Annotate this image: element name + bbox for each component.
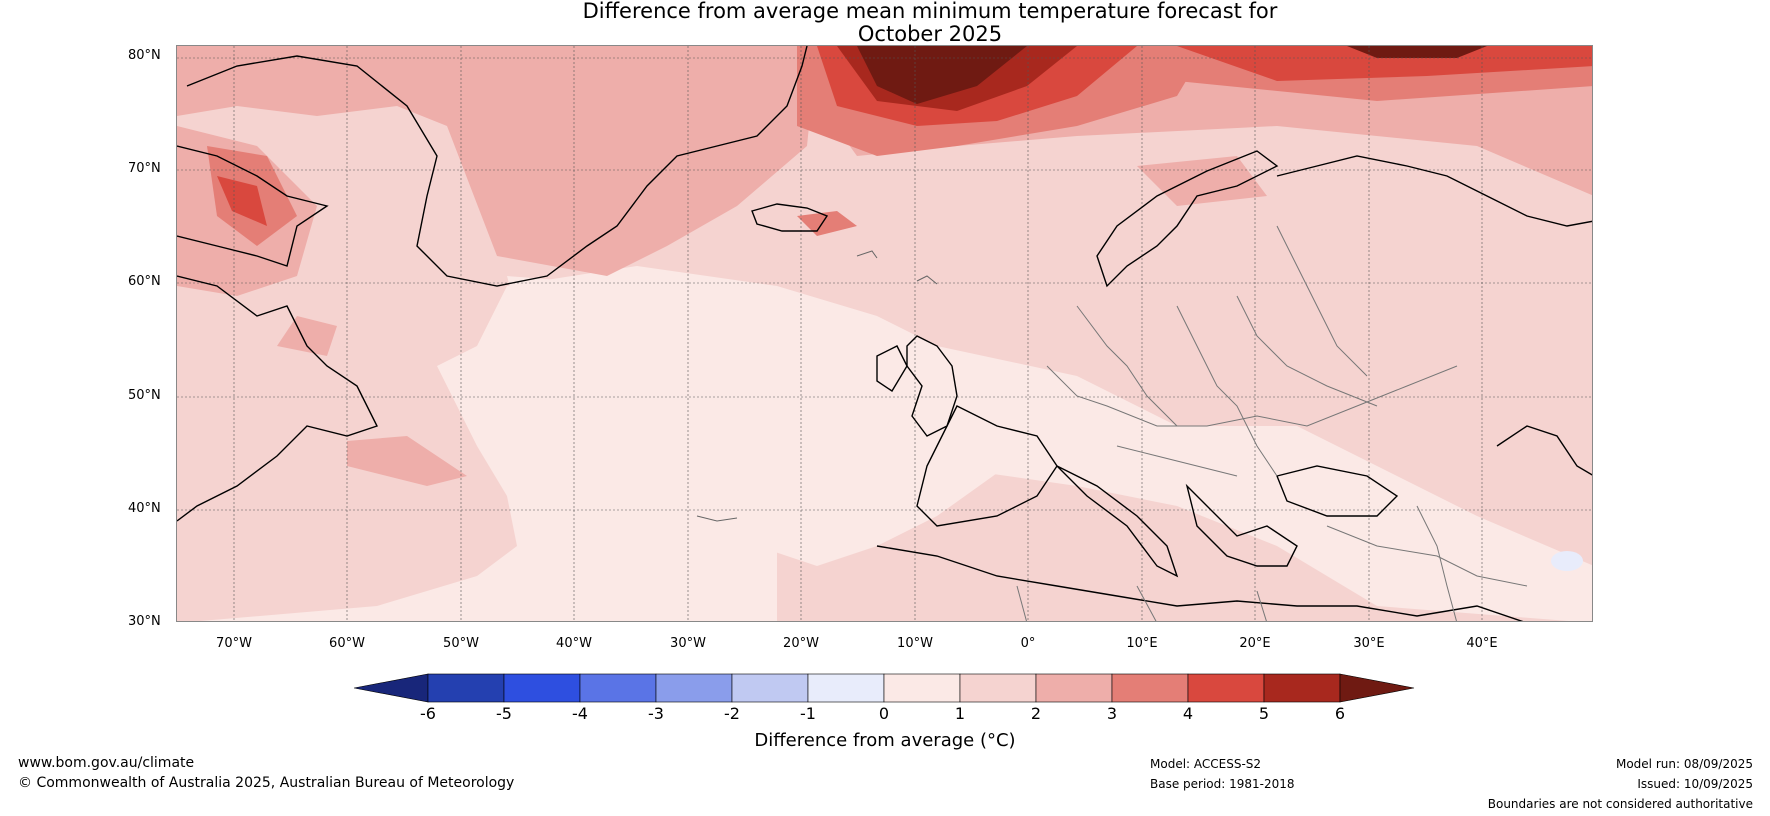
- colorbar-segment: [1187, 673, 1265, 703]
- footer-model-run: Model run: 08/09/2025: [1615, 757, 1753, 771]
- anomaly-band-2-3-labrador: [277, 316, 337, 356]
- colorbar-segment: [959, 673, 1037, 703]
- greenland-coast: [186, 46, 808, 287]
- footer-copyright: © Commonwealth of Australia 2025, Austra…: [18, 775, 515, 791]
- lat-label-30n: 30°N: [128, 614, 161, 629]
- lon-label-40w: 40°W: [556, 636, 592, 651]
- coastlines: [177, 46, 1592, 621]
- colorbar-tick-label: -4: [572, 704, 588, 723]
- anomaly-band-minus-1-0: [1551, 551, 1583, 571]
- colorbar-segment: [655, 673, 733, 703]
- footer-base-period: Base period: 1981-2018: [1150, 777, 1295, 791]
- footer-issued: Issued: 10/09/2025: [1637, 777, 1753, 791]
- lon-label-30e: 30°E: [1353, 636, 1385, 651]
- lat-label-40n: 40°N: [128, 501, 161, 516]
- footer-url: www.bom.gov.au/climate: [18, 755, 195, 771]
- colorbar-segment: [1111, 673, 1189, 703]
- colorbar-tick-label: 3: [1106, 704, 1118, 723]
- colorbar-tick-label: 5: [1258, 704, 1270, 723]
- colorbar-segment: [1035, 673, 1113, 703]
- colorbar-extend-low: [353, 673, 429, 703]
- colorbar-tick-label: -2: [724, 704, 740, 723]
- north-africa-coast: [876, 545, 1524, 621]
- forecast-map: [176, 45, 1593, 622]
- anomaly-band-above-6-east: [1347, 46, 1487, 58]
- anomaly-band-above-6: [857, 46, 1027, 104]
- lon-label-40e: 40°E: [1466, 636, 1498, 651]
- lon-label-60w: 60°W: [329, 636, 365, 651]
- anomaly-band-2-3-norway: [1137, 156, 1267, 206]
- anomaly-band-4-5-baffin: [217, 176, 267, 226]
- lat-label-80n: 80°N: [128, 48, 161, 63]
- title-line-1: Difference from average mean minimum tem…: [582, 0, 1278, 23]
- caspian-coast: [1496, 425, 1592, 476]
- islands: [696, 250, 938, 522]
- lat-label-60n: 60°N: [128, 274, 161, 289]
- colorbar: [353, 672, 1418, 704]
- lon-label-10w: 10°W: [897, 636, 933, 651]
- iberia-france-coast: [916, 405, 1058, 527]
- colorbar-segment: [807, 673, 885, 703]
- colorbar-svg: [353, 673, 1415, 703]
- colorbar-tick-label: -3: [648, 704, 664, 723]
- anomaly-band-2-3-greenland: [177, 46, 817, 276]
- iceland-coast: [751, 203, 829, 232]
- lon-label-20e: 20°E: [1239, 636, 1271, 651]
- colorbar-tick-label: -6: [420, 704, 436, 723]
- colorbar-segment: [503, 673, 581, 703]
- anomaly-band-2-3-newfoundland: [347, 436, 467, 486]
- footer-model: Model: ACCESS-S2: [1150, 757, 1262, 771]
- lon-label-50w: 50°W: [443, 636, 479, 651]
- anomaly-band-3-4-iceland: [797, 211, 857, 236]
- lon-label-10e: 10°E: [1126, 636, 1158, 651]
- colorbar-segment: [579, 673, 657, 703]
- colorbar-tick-label: 2: [1030, 704, 1042, 723]
- colorbar-extend-high: [1339, 673, 1415, 703]
- colorbar-segment: [731, 673, 809, 703]
- country-borders: [1016, 225, 1528, 621]
- map-title: Difference from average mean minimum tem…: [0, 0, 1770, 46]
- colorbar-segment: [427, 673, 505, 703]
- colorbar-tick-label: -5: [496, 704, 512, 723]
- russia-arctic-coast: [1276, 155, 1592, 227]
- colorbar-tick-label: 0: [878, 704, 890, 723]
- colorbar-tick-label: 4: [1182, 704, 1194, 723]
- baffin-coast: [177, 145, 329, 267]
- footer-disclaimer: Boundaries are not considered authoritat…: [1487, 797, 1753, 811]
- labrador-coast: [177, 275, 378, 522]
- balkans-coast: [1185, 483, 1298, 567]
- lat-label-50n: 50°N: [128, 388, 161, 403]
- anomaly-band-1-2-south: [777, 466, 1569, 621]
- lon-label-0: 0°: [1020, 636, 1036, 651]
- lon-label-30w: 30°W: [670, 636, 706, 651]
- anomaly-band-0-1-atlantic: [507, 276, 1007, 566]
- colorbar-segment: [1263, 673, 1341, 703]
- colorbar-tick-label: 1: [954, 704, 966, 723]
- map-canvas: [177, 46, 1592, 621]
- colorbar-segment: [883, 673, 961, 703]
- scandinavia-coast: [1096, 150, 1279, 288]
- ireland-coast: [876, 345, 908, 392]
- italy-coast: [1056, 465, 1179, 578]
- lat-label-70n: 70°N: [128, 161, 161, 176]
- black-sea-coast: [1276, 465, 1399, 517]
- anomaly-band-4-5-east: [1177, 46, 1592, 81]
- colorbar-tick-label: -1: [800, 704, 816, 723]
- colorbar-tick-label: 6: [1334, 704, 1346, 723]
- title-line-2: October 2025: [857, 22, 1003, 46]
- lon-label-70w: 70°W: [216, 636, 252, 651]
- colorbar-title: Difference from average (°C): [754, 730, 1016, 751]
- graticule: [177, 46, 1592, 621]
- lon-label-20w: 20°W: [783, 636, 819, 651]
